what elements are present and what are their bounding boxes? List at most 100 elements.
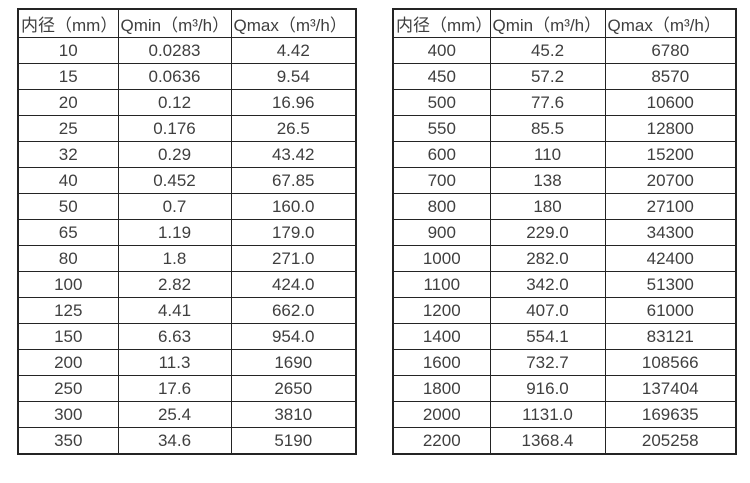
- diameter-cell: 800: [392, 193, 491, 220]
- qmin-cell: 916.0: [489, 375, 606, 402]
- qmax-cell: 160.0: [230, 193, 357, 220]
- qmin-cell: 554.1: [489, 323, 606, 350]
- table-row: 400 45.2 6780: [392, 37, 737, 64]
- qmax-cell: 6780: [604, 37, 737, 64]
- diameter-cell: 350: [17, 427, 119, 455]
- table-row: 125 4.41 662.0: [17, 297, 357, 324]
- diameter-cell: 150: [17, 323, 119, 350]
- diameter-cell: 20: [17, 89, 119, 116]
- qmax-cell: 20700: [604, 167, 737, 194]
- qmax-cell: 179.0: [230, 219, 357, 246]
- qmax-cell: 61000: [604, 297, 737, 324]
- column-header: Qmin（m³/h）: [489, 8, 606, 38]
- table-row: 900 229.0 34300: [392, 219, 737, 246]
- qmin-cell: 2.82: [117, 271, 232, 298]
- qmax-cell: 15200: [604, 141, 737, 168]
- table-row: 80 1.8 271.0: [17, 245, 357, 272]
- qmin-cell: 57.2: [489, 63, 606, 90]
- qmax-cell: 2650: [230, 375, 357, 402]
- qmin-cell: 25.4: [117, 401, 232, 428]
- qmax-cell: 26.5: [230, 115, 357, 142]
- qmax-cell: 16.96: [230, 89, 357, 116]
- diameter-cell: 1600: [392, 349, 491, 376]
- qmin-cell: 45.2: [489, 37, 606, 64]
- column-header: Qmax（m³/h）: [604, 8, 737, 38]
- qmin-cell: 282.0: [489, 245, 606, 272]
- diameter-cell: 400: [392, 37, 491, 64]
- table-row: 1000 282.0 42400: [392, 245, 737, 272]
- diameter-cell: 600: [392, 141, 491, 168]
- diameter-cell: 1400: [392, 323, 491, 350]
- table-row: 500 77.6 10600: [392, 89, 737, 116]
- diameter-cell: 32: [17, 141, 119, 168]
- table-row: 40 0.452 67.85: [17, 167, 357, 194]
- diameter-cell: 700: [392, 167, 491, 194]
- spec-table-large-diameters: 内径（mm） Qmin（m³/h） Qmax（m³/h） 400 45.2 6780 45…: [392, 8, 737, 455]
- diameter-cell: 25: [17, 115, 119, 142]
- qmin-cell: 110: [489, 141, 606, 168]
- table-row: 700 138 20700: [392, 167, 737, 194]
- header-row: 内径（mm） Qmin（m³/h） Qmax（m³/h）: [17, 8, 357, 38]
- diameter-cell: 200: [17, 349, 119, 376]
- diameter-cell: 250: [17, 375, 119, 402]
- qmax-cell: 42400: [604, 245, 737, 272]
- qmin-cell: 1.19: [117, 219, 232, 246]
- table-row: 450 57.2 8570: [392, 63, 737, 90]
- diameter-cell: 2000: [392, 401, 491, 428]
- qmin-cell: 0.12: [117, 89, 232, 116]
- table-row: 1200 407.0 61000: [392, 297, 737, 324]
- diameter-cell: 80: [17, 245, 119, 272]
- qmax-cell: 10600: [604, 89, 737, 116]
- column-header: 内径（mm）: [392, 8, 491, 38]
- diameter-cell: 1100: [392, 271, 491, 298]
- qmin-cell: 1.8: [117, 245, 232, 272]
- diameter-cell: 15: [17, 63, 119, 90]
- header-row: 内径（mm） Qmin（m³/h） Qmax（m³/h）: [392, 8, 737, 38]
- qmax-cell: 8570: [604, 63, 737, 90]
- table-row: 300 25.4 3810: [17, 401, 357, 428]
- table-row: 2200 1368.4 205258: [392, 427, 737, 455]
- diameter-cell: 100: [17, 271, 119, 298]
- table-row: 200 11.3 1690: [17, 349, 357, 376]
- table-row: 150 6.63 954.0: [17, 323, 357, 350]
- qmax-cell: 205258: [604, 427, 737, 455]
- qmin-cell: 342.0: [489, 271, 606, 298]
- table-row: 600 110 15200: [392, 141, 737, 168]
- qmin-cell: 229.0: [489, 219, 606, 246]
- diameter-cell: 50: [17, 193, 119, 220]
- qmax-cell: 27100: [604, 193, 737, 220]
- column-header: 内径（mm）: [17, 8, 119, 38]
- qmax-cell: 954.0: [230, 323, 357, 350]
- table-row: 1600 732.7 108566: [392, 349, 737, 376]
- diameter-cell: 40: [17, 167, 119, 194]
- diameter-cell: 1000: [392, 245, 491, 272]
- qmax-cell: 51300: [604, 271, 737, 298]
- table-row: 250 17.6 2650: [17, 375, 357, 402]
- table-row: 800 180 27100: [392, 193, 737, 220]
- qmax-cell: 169635: [604, 401, 737, 428]
- qmin-cell: 1131.0: [489, 401, 606, 428]
- qmax-cell: 108566: [604, 349, 737, 376]
- diameter-cell: 1800: [392, 375, 491, 402]
- qmin-cell: 1368.4: [489, 427, 606, 455]
- qmax-cell: 34300: [604, 219, 737, 246]
- table-row: 1800 916.0 137404: [392, 375, 737, 402]
- diameter-cell: 300: [17, 401, 119, 428]
- table-row: 100 2.82 424.0: [17, 271, 357, 298]
- table-row: 25 0.176 26.5: [17, 115, 357, 142]
- table-row: 350 34.6 5190: [17, 427, 357, 455]
- table-row: 1100 342.0 51300: [392, 271, 737, 298]
- qmin-cell: 180: [489, 193, 606, 220]
- qmin-cell: 6.63: [117, 323, 232, 350]
- qmax-cell: 4.42: [230, 37, 357, 64]
- diameter-cell: 550: [392, 115, 491, 142]
- table-row: 15 0.0636 9.54: [17, 63, 357, 90]
- qmax-cell: 83121: [604, 323, 737, 350]
- qmax-cell: 271.0: [230, 245, 357, 272]
- qmax-cell: 3810: [230, 401, 357, 428]
- table-row: 20 0.12 16.96: [17, 89, 357, 116]
- qmin-cell: 0.7: [117, 193, 232, 220]
- qmax-cell: 1690: [230, 349, 357, 376]
- qmax-cell: 662.0: [230, 297, 357, 324]
